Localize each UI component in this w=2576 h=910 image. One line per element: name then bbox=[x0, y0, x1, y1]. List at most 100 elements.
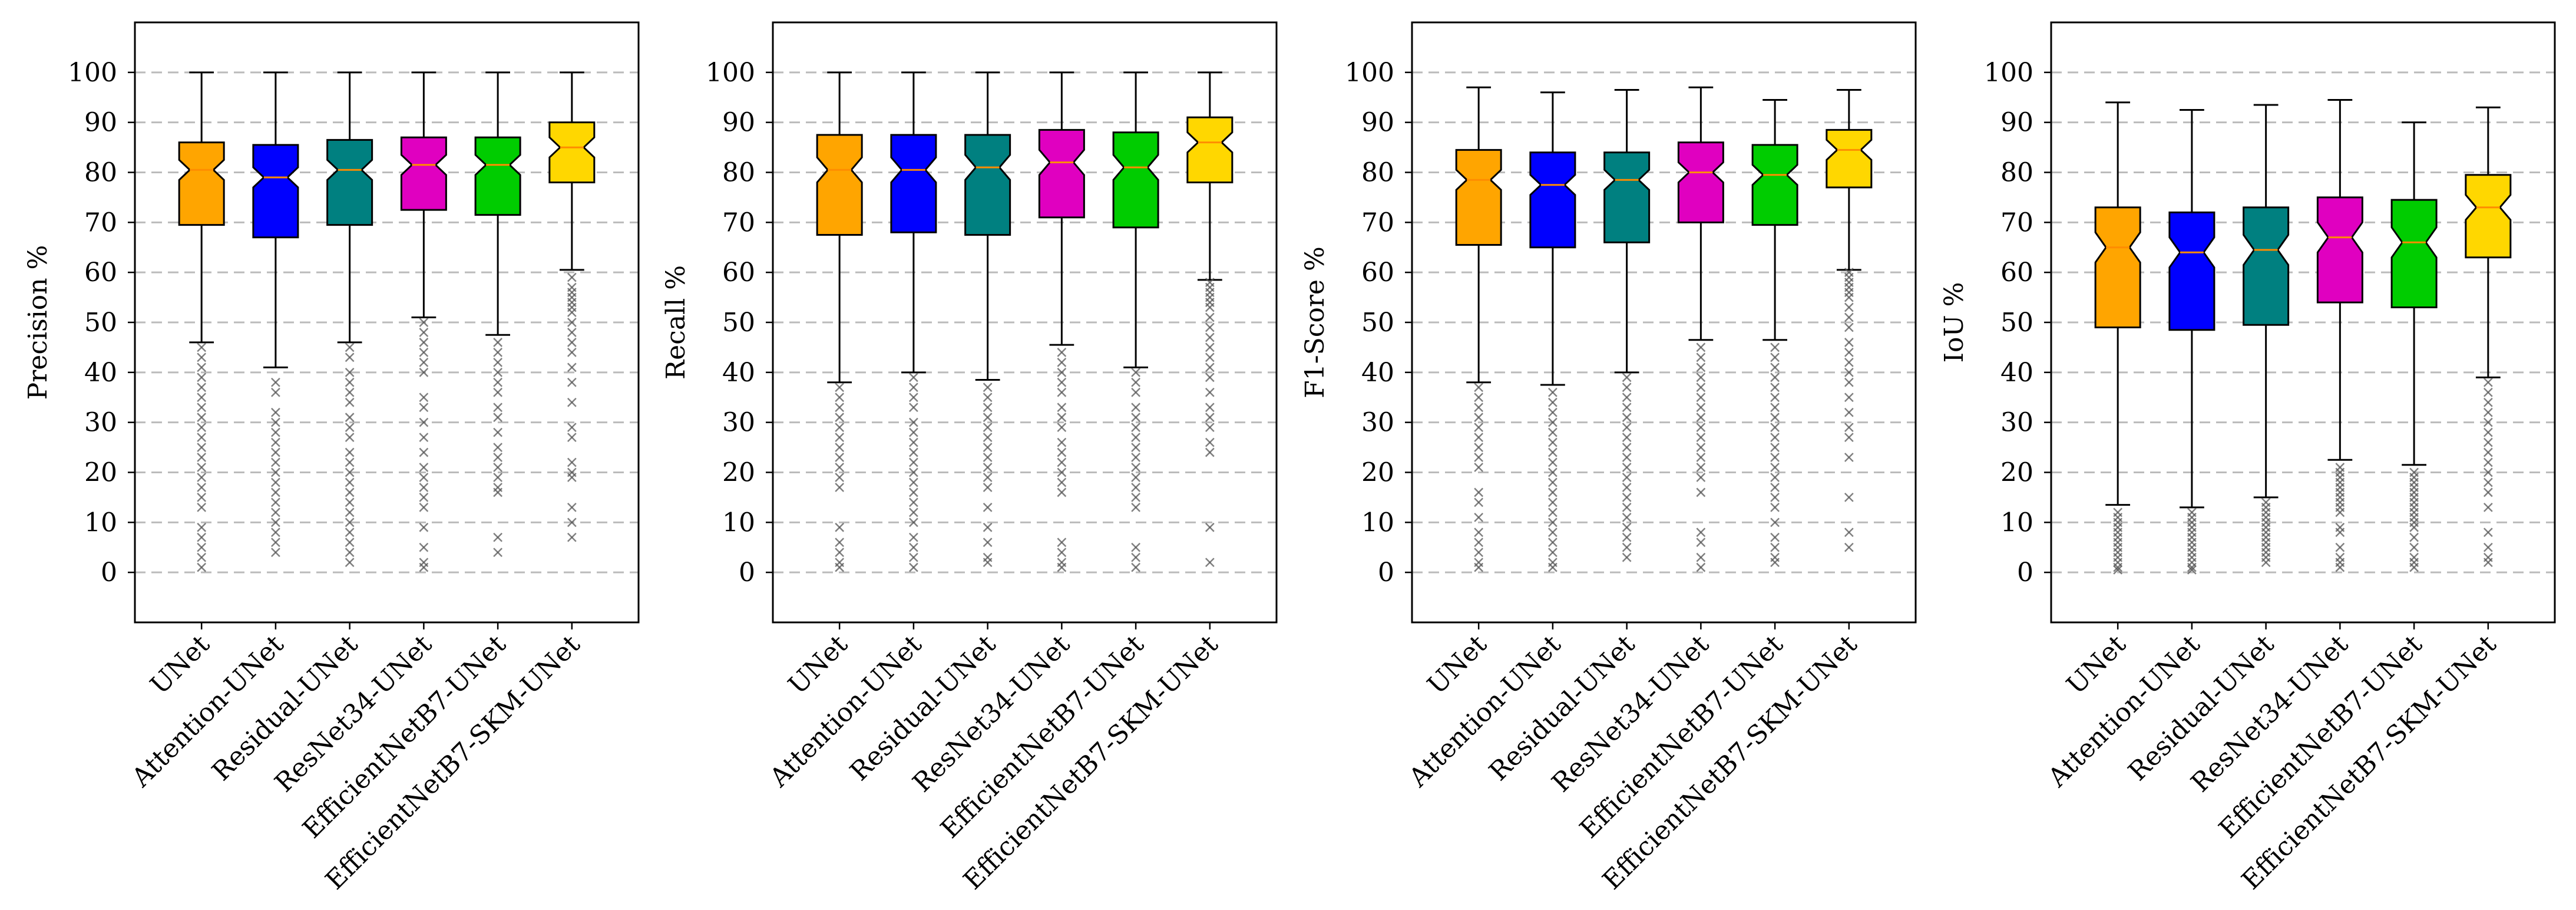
y-tick-label: 20 bbox=[84, 458, 117, 488]
outlier-point bbox=[2483, 407, 2493, 417]
outlier-point bbox=[419, 502, 429, 512]
outlier-point bbox=[1548, 497, 1557, 507]
outlier-point bbox=[983, 393, 993, 403]
y-tick-label: 50 bbox=[1361, 308, 1394, 338]
notched-box bbox=[1603, 151, 1651, 243]
outlier-point bbox=[1057, 367, 1067, 377]
outlier-point bbox=[2483, 477, 2493, 487]
outlier-point bbox=[197, 372, 207, 383]
outlier-point bbox=[909, 507, 918, 517]
outlier-point bbox=[1548, 548, 1557, 558]
y-tick-label: 90 bbox=[84, 108, 117, 138]
outlier-point bbox=[983, 502, 993, 512]
outlier-point bbox=[1770, 558, 1780, 568]
outlier-point bbox=[983, 558, 993, 568]
outlier-point bbox=[271, 527, 280, 538]
outlier-point bbox=[345, 467, 355, 477]
box-residual-unet bbox=[964, 71, 1011, 568]
box-efficientnetb7-skm-unet bbox=[1186, 71, 1234, 568]
outlier-point bbox=[2409, 562, 2419, 572]
outlier-point bbox=[1205, 372, 1215, 383]
outlier-point bbox=[2261, 558, 2271, 568]
outlier-point bbox=[1696, 352, 1706, 362]
outlier-point bbox=[197, 403, 207, 413]
outlier-point bbox=[197, 502, 207, 512]
y-tick-label: 80 bbox=[1361, 158, 1394, 188]
outlier-point bbox=[1057, 562, 1067, 572]
outlier-point bbox=[345, 538, 355, 548]
outlier-point bbox=[419, 447, 429, 457]
y-tick-label: 40 bbox=[722, 358, 755, 388]
y-tick-label: 50 bbox=[722, 308, 755, 338]
box-residual-unet bbox=[2243, 104, 2290, 568]
outlier-point bbox=[1622, 453, 1632, 462]
outlier-point bbox=[909, 393, 918, 403]
outlier-point bbox=[1622, 532, 1632, 542]
box-efficientnetb7-skm-unet bbox=[2465, 106, 2512, 568]
outlier-point bbox=[1205, 362, 1215, 372]
outlier-point bbox=[1474, 548, 1484, 558]
outlier-point bbox=[419, 348, 429, 357]
y-tick-label: 100 bbox=[68, 58, 117, 88]
outlier-point bbox=[2483, 527, 2493, 538]
outlier-point bbox=[345, 497, 355, 507]
outlier-point bbox=[493, 548, 502, 558]
outlier-point bbox=[419, 493, 429, 502]
outlier-point bbox=[1770, 413, 1780, 423]
outlier-point bbox=[1131, 443, 1140, 452]
outlier-point bbox=[1770, 342, 1780, 352]
outlier-point bbox=[1057, 538, 1067, 548]
outlier-point bbox=[271, 407, 280, 417]
y-axis-label: Precision % bbox=[23, 245, 53, 400]
outlier-point bbox=[1770, 443, 1780, 452]
outlier-point bbox=[493, 338, 502, 347]
outlier-point bbox=[1844, 322, 1854, 332]
outlier-point bbox=[2483, 467, 2493, 477]
box-unet bbox=[1455, 86, 1502, 572]
outlier-point bbox=[1696, 423, 1706, 433]
outlier-point bbox=[567, 338, 577, 347]
outlier-point bbox=[1622, 403, 1632, 413]
outlier-point bbox=[493, 377, 502, 387]
outlier-point bbox=[909, 457, 918, 467]
outlier-point bbox=[197, 342, 207, 352]
outlier-point bbox=[1474, 538, 1484, 548]
outlier-point bbox=[197, 443, 207, 452]
outlier-point bbox=[197, 473, 207, 482]
outlier-point bbox=[567, 457, 577, 467]
outlier-point bbox=[1474, 487, 1484, 497]
outlier-point bbox=[1205, 403, 1215, 413]
outlier-point bbox=[567, 532, 577, 542]
outlier-point bbox=[493, 532, 502, 542]
outlier-point bbox=[909, 497, 918, 507]
y-tick-label: 50 bbox=[84, 308, 117, 338]
box-efficientnetb7-unet bbox=[474, 71, 521, 558]
outlier-point bbox=[1844, 302, 1854, 312]
outlier-point bbox=[835, 443, 845, 452]
outlier-point bbox=[983, 473, 993, 482]
outlier-point bbox=[493, 443, 502, 452]
outlier-point bbox=[1474, 413, 1484, 423]
box-residual-unet bbox=[1603, 89, 1651, 562]
y-tick-label: 40 bbox=[2000, 358, 2033, 388]
outlier-point bbox=[909, 403, 918, 413]
outlier-point bbox=[1622, 383, 1632, 393]
outlier-point bbox=[1057, 467, 1067, 477]
outlier-point bbox=[2409, 522, 2419, 532]
outlier-point bbox=[909, 417, 918, 427]
outlier-point bbox=[197, 352, 207, 362]
outlier-point bbox=[1622, 433, 1632, 443]
outlier-point bbox=[909, 427, 918, 437]
outlier-point bbox=[197, 532, 207, 542]
outlier-point bbox=[493, 413, 502, 423]
y-tick-label: 60 bbox=[84, 258, 117, 288]
outlier-point bbox=[1770, 502, 1780, 512]
outlier-point bbox=[1770, 372, 1780, 383]
outlier-point bbox=[271, 417, 280, 427]
outlier-point bbox=[1548, 467, 1557, 477]
outlier-point bbox=[345, 457, 355, 467]
outlier-point bbox=[1131, 552, 1140, 562]
outlier-point bbox=[983, 443, 993, 452]
